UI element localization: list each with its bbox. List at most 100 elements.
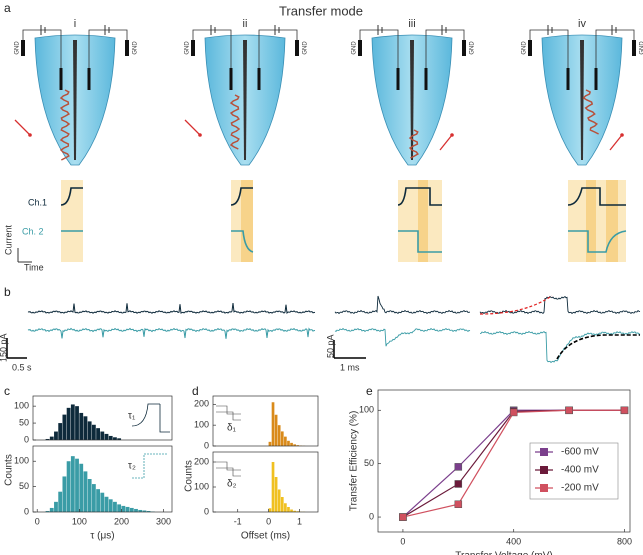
channel-label: Ch.1 [28,197,47,207]
y-tick-label: 0 [204,506,209,516]
step-label: iii [408,18,415,30]
electrode [396,68,400,90]
battery [210,25,216,35]
signal-box [61,180,83,262]
x-tick-label: -1 [234,516,242,526]
panel-label: c [4,384,10,398]
x-tick-label: 400 [506,536,521,546]
gnd-label: GND [352,41,358,55]
point [509,408,518,417]
bar [83,471,88,512]
bar [293,510,296,512]
bar [83,416,88,440]
panel-label: d [192,384,199,398]
dna [229,94,241,150]
dna [408,129,419,159]
x-tick-label: 0 [35,516,40,526]
signal-band [606,180,618,262]
point [620,406,629,415]
bar [271,402,275,446]
bar [280,497,284,512]
x-tick-label: 1 [297,516,302,526]
electrode [424,68,428,90]
bar [108,499,113,512]
bar [271,462,275,512]
point [454,463,463,471]
bar [277,489,281,512]
inset-schematic [216,405,241,421]
inset-schematic [216,461,241,477]
annotation: τ₁ [128,411,136,422]
trace-ch2 [568,230,627,253]
panel-label: e [366,384,373,398]
bar [45,510,50,512]
legend-label: -600 mV [561,447,599,458]
x-tick-label: 300 [156,516,171,526]
y-tick-label: 50 [364,458,374,468]
trace-ch2 [27,327,316,339]
bar [287,440,290,446]
arrow-head [620,133,624,137]
ground [295,40,299,56]
trace-ch2 [231,230,254,253]
bar [91,424,96,440]
bar [129,507,134,512]
ground [191,40,195,56]
battery [441,25,447,35]
bar [49,436,54,440]
ground [528,40,532,56]
gnd-label: GND [303,41,309,55]
y-tick-label: 100 [14,456,29,466]
battery [274,25,280,35]
bar [268,441,272,446]
electrode [87,68,91,90]
axes-frame [32,395,173,441]
bar [274,414,278,446]
axes-frame [212,451,319,513]
panel-title: Transfer mode [279,3,363,18]
bar [66,407,71,440]
dna [59,89,71,161]
battery [104,25,110,35]
legend-swatch [540,466,548,474]
bar [125,506,130,512]
bar [146,510,151,512]
arrow [184,119,201,136]
gnd-label: GND [470,41,476,55]
bar [54,501,58,512]
y-tick-label: 50 [19,417,29,427]
membrane [73,40,77,160]
arrow [439,134,453,151]
bar [293,444,296,446]
x-tick-label: 800 [617,536,632,546]
bar [70,404,75,440]
bar [96,489,100,512]
bar [58,491,63,512]
bar [79,412,84,440]
membrane [410,40,414,160]
point [565,406,573,415]
arrow-head [450,133,454,137]
axis-arrow [17,248,32,263]
step-label: ii [243,18,248,30]
bar [66,461,71,512]
point [399,513,407,521]
bar [134,508,138,512]
step-label: iv [578,18,586,30]
trace-ch1 [397,187,442,206]
y-tick-label: 100 [14,401,29,411]
bar [290,509,293,512]
legend-label: -200 mV [561,483,599,494]
ground [462,40,466,56]
y-tick-label: 100 [194,420,209,430]
trace-ch1 [230,187,253,206]
electrode [229,68,233,90]
gnd-label: GND [522,41,528,55]
bar [284,503,287,512]
x-axis-label: τ (μs) [90,531,114,542]
x-tick-label: 0 [400,536,405,546]
ground [632,40,636,56]
fit-line [556,334,640,360]
electrode [257,68,261,90]
fit-line [479,295,553,315]
